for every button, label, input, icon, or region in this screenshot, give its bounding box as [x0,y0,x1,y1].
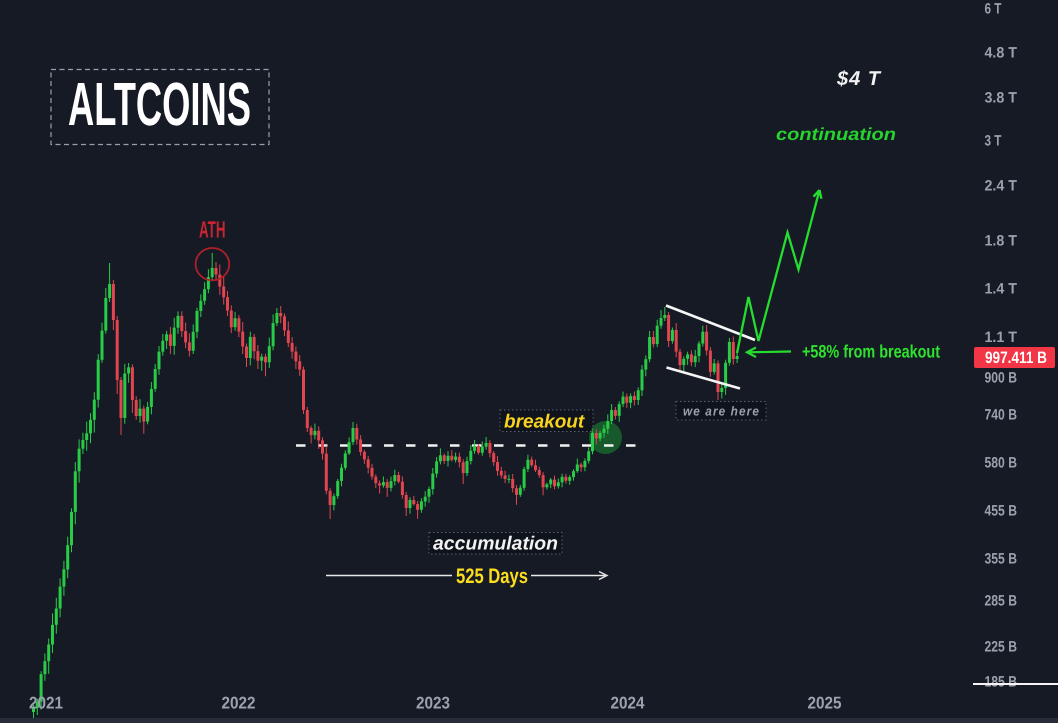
svg-text:900 B: 900 B [985,370,1018,387]
svg-text:6 T: 6 T [985,1,1002,18]
svg-text:1.8 T: 1.8 T [985,233,1018,250]
svg-text:185 B: 185 B [985,674,1018,691]
svg-text:285 B: 285 B [985,593,1018,610]
svg-text:+58% from breakout: +58% from breakout [802,342,940,362]
svg-text:4.8 T: 4.8 T [985,45,1018,62]
svg-text:580 B: 580 B [985,455,1018,472]
svg-text:455 B: 455 B [985,503,1018,520]
svg-text:3.8 T: 3.8 T [985,90,1018,107]
svg-text:accumulation: accumulation [433,534,558,555]
svg-text:225 B: 225 B [985,639,1018,656]
svg-text:continuation: continuation [776,124,896,144]
svg-text:2022: 2022 [222,694,256,713]
svg-text:997.411 B: 997.411 B [985,349,1047,367]
svg-text:740 B: 740 B [985,407,1018,424]
svg-text:355 B: 355 B [985,551,1018,568]
svg-text:525 Days: 525 Days [456,565,528,588]
svg-text:2.4 T: 2.4 T [985,178,1018,195]
svg-text:breakout: breakout [504,412,585,433]
svg-text:3 T: 3 T [985,133,1002,150]
svg-text:2021: 2021 [29,694,63,713]
svg-text:ALTCOINS: ALTCOINS [68,70,251,138]
svg-text:1.1 T: 1.1 T [985,329,1018,346]
svg-text:2023: 2023 [416,694,450,713]
svg-text:we are here: we are here [683,404,760,419]
svg-text:ATH: ATH [199,217,226,243]
svg-text:1.4 T: 1.4 T [985,281,1018,298]
svg-text:$4 T: $4 T [836,68,882,90]
svg-text:2024: 2024 [611,694,645,713]
svg-text:2025: 2025 [808,694,842,713]
